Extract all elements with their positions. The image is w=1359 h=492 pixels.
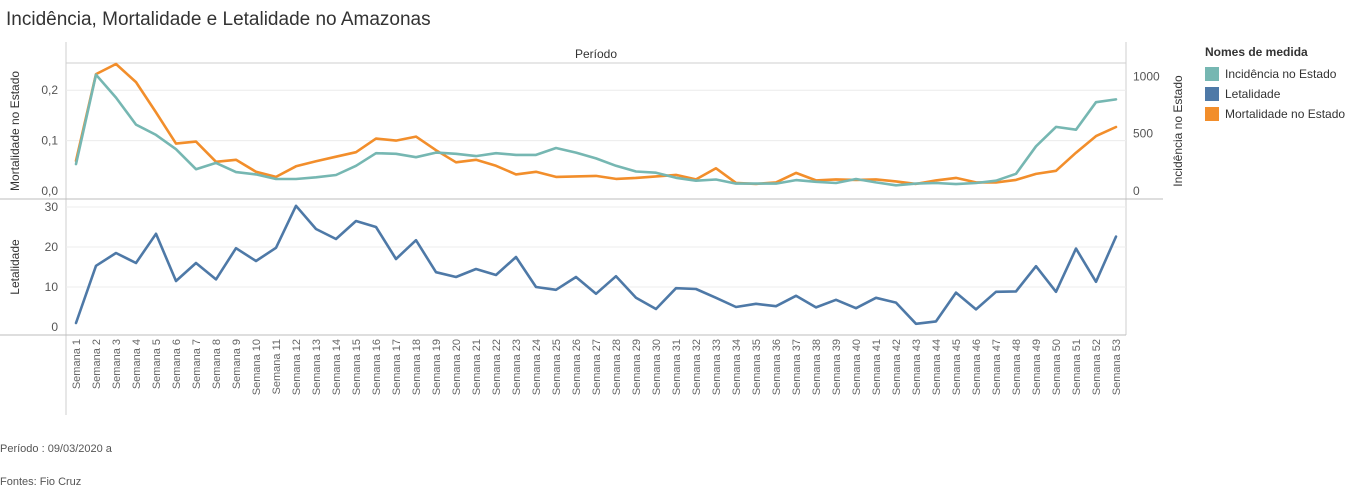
top-right-tick-label: 0 bbox=[1133, 184, 1140, 198]
chart-title: Incidência, Mortalidade e Letalidade no … bbox=[6, 9, 431, 30]
x-tick-label: Semana 28 bbox=[611, 339, 623, 395]
x-tick-label: Semana 23 bbox=[511, 339, 523, 395]
x-tick-label: Semana 37 bbox=[791, 339, 803, 395]
legend-swatch-mortalidade bbox=[1205, 107, 1219, 121]
footer-periodo: Período : 09/03/2020 a bbox=[0, 443, 112, 455]
x-tick-label: Semana 35 bbox=[751, 339, 763, 395]
chart-frame: Período bbox=[0, 42, 1163, 415]
x-tick-label: Semana 48 bbox=[1011, 339, 1023, 395]
x-tick-label: Semana 33 bbox=[711, 339, 723, 395]
x-tick-label: Semana 25 bbox=[551, 339, 563, 395]
legend: Nomes de medida Incidência no Estado Let… bbox=[1205, 45, 1345, 124]
top-left-tick-label: 0,1 bbox=[41, 134, 58, 148]
left-axis-title-bottom: Letalidade bbox=[8, 239, 22, 295]
x-tick-label: Semana 26 bbox=[571, 339, 583, 395]
x-tick-label: Semana 42 bbox=[891, 339, 903, 395]
right-axis-title-top: Incidência no Estado bbox=[1171, 75, 1185, 187]
gridlines bbox=[66, 89, 1126, 288]
top-left-tick-label: 0,0 bbox=[41, 184, 58, 198]
top-right-tick-label: 500 bbox=[1133, 127, 1153, 141]
axis-ticks: 0,0 0,1 0,2 0 500 1000 Mortalidade no Estado In… bbox=[8, 69, 1185, 334]
x-tick-label: Semana 40 bbox=[851, 339, 863, 395]
x-tick-label: Semana 20 bbox=[451, 339, 463, 395]
x-tick-label: Semana 17 bbox=[391, 339, 403, 395]
x-tick-label: Semana 53 bbox=[1111, 339, 1123, 395]
x-tick-label: Semana 3 bbox=[111, 339, 123, 389]
bottom-tick-label: 0 bbox=[51, 320, 58, 334]
x-tick-label: Semana 14 bbox=[331, 339, 343, 395]
x-tick-label: Semana 27 bbox=[591, 339, 603, 395]
top-right-tick-label: 1000 bbox=[1133, 69, 1160, 83]
x-tick-label: Semana 12 bbox=[291, 339, 303, 395]
series-lines bbox=[74, 62, 1118, 326]
x-tick-label: Semana 31 bbox=[671, 339, 683, 395]
x-axis-labels: Semana 1 Semana 2 Semana 3 Semana 4 Semana 5… bbox=[71, 339, 1123, 395]
x-tick-label: Semana 18 bbox=[411, 339, 423, 395]
legend-label-incidencia: Incidência no Estado bbox=[1225, 67, 1337, 81]
x-tick-label: Semana 38 bbox=[811, 339, 823, 395]
x-tick-label: Semana 29 bbox=[631, 339, 643, 395]
x-tick-label: Semana 30 bbox=[651, 339, 663, 395]
x-tick-label: Semana 45 bbox=[951, 339, 963, 395]
x-tick-label: Semana 2 bbox=[91, 339, 103, 389]
x-tick-label: Semana 47 bbox=[991, 339, 1003, 395]
legend-item-letalidade[interactable]: Letalidade bbox=[1205, 84, 1345, 104]
footer-fontes: Fontes: Fio Cruz bbox=[0, 476, 82, 488]
x-tick-label: Semana 6 bbox=[171, 339, 183, 389]
x-tick-label: Semana 9 bbox=[231, 339, 243, 389]
series-letalidade-line bbox=[74, 204, 1118, 326]
x-tick-label: Semana 7 bbox=[191, 339, 203, 389]
x-tick-label: Semana 10 bbox=[251, 339, 263, 395]
x-tick-label: Semana 21 bbox=[471, 339, 483, 395]
legend-item-mortalidade[interactable]: Mortalidade no Estado bbox=[1205, 104, 1345, 124]
x-tick-label: Semana 41 bbox=[871, 339, 883, 395]
x-tick-label: Semana 19 bbox=[431, 339, 443, 395]
legend-item-incidencia[interactable]: Incidência no Estado bbox=[1205, 64, 1345, 84]
series-incidencia-line bbox=[74, 73, 1118, 187]
series-mortalidade-line bbox=[74, 62, 1118, 186]
bottom-tick-label: 10 bbox=[45, 280, 59, 294]
x-tick-label: Semana 52 bbox=[1091, 339, 1103, 395]
top-left-tick-label: 0,2 bbox=[41, 83, 58, 97]
x-tick-label: Semana 36 bbox=[771, 339, 783, 395]
x-tick-label: Semana 16 bbox=[371, 339, 383, 395]
x-tick-label: Semana 49 bbox=[1031, 339, 1043, 395]
x-tick-label: Semana 15 bbox=[351, 339, 363, 395]
column-header: Período bbox=[575, 47, 617, 61]
x-tick-label: Semana 46 bbox=[971, 339, 983, 395]
bottom-tick-label: 30 bbox=[45, 200, 59, 214]
bottom-tick-label: 20 bbox=[45, 240, 59, 254]
x-tick-label: Semana 22 bbox=[491, 339, 503, 395]
x-tick-label: Semana 8 bbox=[211, 339, 223, 389]
x-tick-label: Semana 43 bbox=[911, 339, 923, 395]
legend-label-letalidade: Letalidade bbox=[1225, 87, 1281, 101]
x-tick-label: Semana 4 bbox=[131, 339, 143, 389]
x-tick-label: Semana 44 bbox=[931, 339, 943, 395]
x-tick-label: Semana 13 bbox=[311, 339, 323, 395]
x-tick-label: Semana 39 bbox=[831, 339, 843, 395]
left-axis-title-top: Mortalidade no Estado bbox=[8, 71, 22, 191]
x-tick-label: Semana 24 bbox=[531, 339, 543, 395]
x-tick-label: Semana 51 bbox=[1071, 339, 1083, 395]
x-tick-label: Semana 34 bbox=[731, 339, 743, 395]
x-tick-label: Semana 1 bbox=[71, 339, 83, 389]
x-tick-label: Semana 32 bbox=[691, 339, 703, 395]
legend-label-mortalidade: Mortalidade no Estado bbox=[1225, 107, 1346, 121]
x-tick-label: Semana 5 bbox=[151, 339, 163, 389]
x-tick-label: Semana 50 bbox=[1051, 339, 1063, 395]
x-tick-label: Semana 11 bbox=[271, 339, 283, 394]
legend-swatch-incidencia bbox=[1205, 67, 1219, 81]
legend-swatch-letalidade bbox=[1205, 87, 1219, 101]
legend-title: Nomes de medida bbox=[1205, 45, 1308, 59]
